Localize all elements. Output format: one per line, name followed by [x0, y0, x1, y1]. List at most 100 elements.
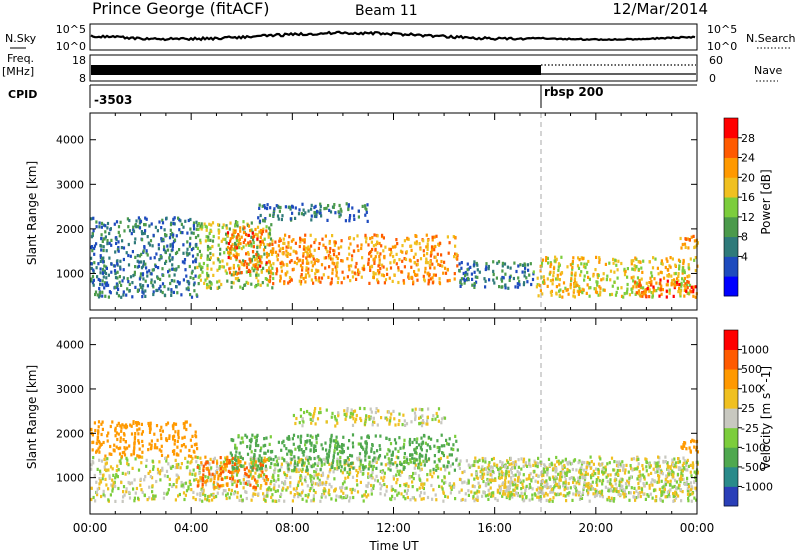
power-y-axis: 1000 2000 3000 4000 — [56, 134, 697, 280]
velocity-colorbar-swatch — [724, 388, 738, 409]
nsearch-tick-high: 10^5 — [707, 23, 737, 36]
station-title: Prince George (fitACF) — [92, 0, 270, 18]
power-y-tick-label: 3000 — [56, 178, 84, 191]
power-colorbar-swatch — [724, 216, 738, 238]
power-colorbar-tick: 12 — [741, 211, 755, 224]
power-echo-region — [267, 233, 459, 286]
velocity-echo-region — [292, 406, 447, 428]
power-colorbar-swatch — [724, 137, 738, 158]
nsky-trace — [90, 30, 696, 42]
power-colorbar-swatch — [724, 118, 738, 139]
time-tick-label: 08:00 — [275, 521, 310, 535]
velocity-colorbar-swatch — [724, 466, 738, 487]
time-tick-label: 00:00 — [680, 521, 715, 535]
power-echo-region — [458, 260, 535, 290]
power-echo-region — [257, 202, 369, 223]
power-colorbar-tick: 4 — [741, 250, 748, 263]
power-echo-region — [226, 224, 269, 277]
velocity-ylabel: Slant Range [km] — [25, 365, 39, 469]
power-colorbar: 28 24 20 16 12 8 4 Power [dB] — [723, 117, 773, 297]
velocity-colorbar-swatch — [724, 447, 738, 468]
power-colorbar-tick: 20 — [741, 171, 755, 184]
nsearch-label: N.Search — [746, 32, 796, 45]
velocity-y-tick-label: 4000 — [56, 339, 84, 352]
velocity-echo-region — [90, 455, 699, 503]
time-tick-label: 04:00 — [174, 521, 209, 535]
velocity-colorbar: 1000 500 100 25 -25 -100 -500 -1000 Velocity [m… — [723, 329, 773, 507]
velocity-colorbar-tick: -1000 — [741, 480, 773, 493]
cpid-segment-1: -3503 — [94, 93, 132, 107]
nsky-tick-low: 10^0 — [56, 40, 86, 53]
freq-bar — [91, 65, 541, 75]
time-tick-label: 00:00 — [73, 521, 108, 535]
velocity-colorbar-swatch — [724, 330, 738, 350]
velocity-colorbar-swatch — [724, 349, 738, 370]
power-colorbar-swatch — [724, 236, 738, 257]
freq-tick-low: 8 — [79, 72, 86, 85]
velocity-echo-region — [680, 438, 699, 454]
power-colorbar-swatch — [724, 256, 738, 277]
beam-label: Beam 11 — [355, 3, 418, 19]
velocity-colorbar-tick: 1000 — [741, 344, 769, 357]
velocity-y-tick-label: 2000 — [56, 427, 84, 440]
cpid-panel: CPID -3503 rbsp 200 — [8, 84, 697, 108]
velocity-colorbar-tick: 500 — [741, 363, 762, 376]
freq-panel: Freq. [MHz] 18 8 60 0 Nave — [2, 52, 782, 85]
nsky-label: N.Sky — [5, 32, 37, 45]
velocity-colorbar-swatch — [724, 408, 738, 429]
power-echo-region — [679, 234, 699, 250]
power-colorbar-swatch — [724, 276, 738, 297]
power-echo-region — [532, 255, 699, 299]
velocity-colorbar-swatch — [724, 427, 738, 448]
power-colorbar-tick: 28 — [741, 132, 755, 145]
power-y-tick-label: 4000 — [56, 134, 84, 147]
velocity-echo-region — [470, 460, 699, 499]
power-colorbar-swatch — [724, 157, 738, 178]
date-label: 12/Mar/2014 — [612, 0, 708, 18]
velocity-colorbar-tick: -100 — [741, 441, 766, 454]
freq-label: Freq. — [7, 52, 34, 65]
velocity-echo-region — [90, 420, 199, 459]
nave-tick-high: 60 — [709, 54, 723, 67]
power-y-tick-label: 1000 — [56, 267, 84, 280]
nave-tick-low: 0 — [709, 72, 716, 85]
velocity-colorbar-tick: 25 — [741, 402, 755, 415]
time-tick-label: 12:00 — [376, 521, 411, 535]
freq-tick-high: 18 — [72, 54, 86, 67]
cpid-segment-2: rbsp 200 — [544, 85, 603, 99]
time-x-axis: 00:00 04:00 08:00 12:00 16:00 20:00 00:00 — [73, 318, 715, 535]
nsearch-tick-low: 10^0 — [707, 40, 737, 53]
power-y-tick-label: 2000 — [56, 223, 84, 236]
velocity-colorbar-tick: -500 — [741, 461, 766, 474]
power-colorbar-tick: 8 — [741, 231, 748, 244]
velocity-y-tick-label: 1000 — [56, 472, 84, 485]
power-colorbar-label: Power [dB] — [759, 169, 773, 234]
velocity-echo-region — [229, 433, 459, 472]
power-echoes — [90, 202, 699, 299]
velocity-colorbar-tick: -25 — [741, 422, 759, 435]
power-colorbar-swatch — [724, 197, 738, 218]
nave-label: Nave — [754, 64, 782, 77]
velocity-colorbar-swatch — [724, 486, 738, 507]
power-ylabel: Slant Range [km] — [25, 161, 39, 265]
time-xlabel: Time UT — [368, 539, 419, 553]
nsky-tick-high: 10^5 — [56, 23, 86, 36]
velocity-y-axis: 1000 2000 3000 4000 — [56, 339, 697, 485]
velocity-y-tick-label: 3000 — [56, 383, 84, 396]
power-echo-region — [634, 278, 698, 299]
power-panel: 1000 2000 3000 4000 Slant Range [km] — [25, 112, 699, 311]
power-colorbar-tick: 24 — [741, 152, 755, 165]
freq-unit: [MHz] — [2, 65, 34, 78]
time-tick-label: 20:00 — [579, 521, 614, 535]
velocity-colorbar-swatch — [724, 369, 738, 390]
velocity-colorbar-tick: 100 — [741, 383, 762, 396]
velocity-echoes — [90, 406, 699, 503]
power-colorbar-swatch — [724, 177, 738, 198]
power-echo-region — [90, 216, 199, 299]
nsky-panel: N.Sky 10^5 10^0 10^5 10^0 N.Search — [5, 23, 796, 53]
time-tick-label: 16:00 — [477, 521, 512, 535]
velocity-colorbar-label: Velocity [m s^-1] — [759, 366, 773, 470]
power-echo-region — [196, 220, 275, 290]
